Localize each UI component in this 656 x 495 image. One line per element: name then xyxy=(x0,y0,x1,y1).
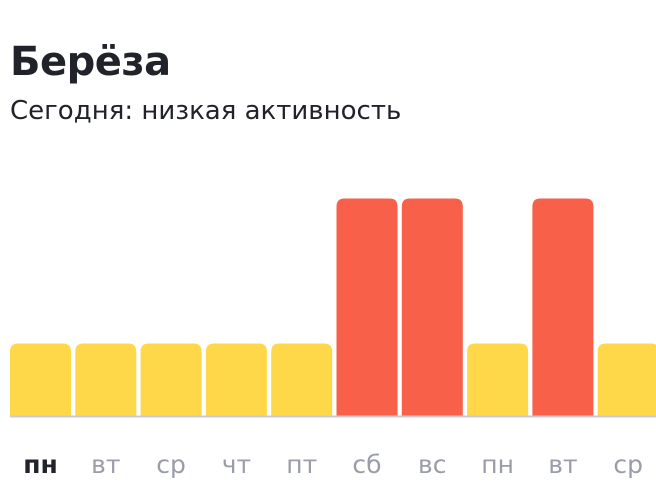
tick-label-2: ср xyxy=(156,450,186,479)
bar-вс-6 xyxy=(401,198,463,416)
bar-вт-8 xyxy=(532,198,594,416)
tick-label-9: ср xyxy=(613,450,643,479)
tick-label-5: сб xyxy=(352,450,381,479)
bar-чт-3 xyxy=(205,343,267,416)
tick-label-1: вт xyxy=(91,450,120,479)
tick-label-4: пт xyxy=(286,450,317,479)
tick-label-3: чт xyxy=(222,450,251,479)
bar-ср-2 xyxy=(140,343,202,416)
x-tick-labels: пн вт ср чт пт сб вс пн вт ср xyxy=(23,450,643,479)
bar-пн-7 xyxy=(467,343,529,416)
bar-пт-4 xyxy=(271,343,333,416)
activity-status: Сегодня: низкая активность xyxy=(10,96,402,126)
tick-label-7: пн xyxy=(481,450,514,479)
bar-сб-5 xyxy=(336,198,398,416)
tick-label-8: вт xyxy=(548,450,577,479)
tick-label-0: пн xyxy=(23,450,58,479)
bars-group xyxy=(10,198,656,416)
bar-ср-9 xyxy=(597,343,656,416)
tick-label-6: вс xyxy=(418,450,446,479)
page-title: Берёза xyxy=(10,39,171,85)
bar-пн-0 xyxy=(10,343,71,416)
bar-вт-1 xyxy=(75,343,137,416)
